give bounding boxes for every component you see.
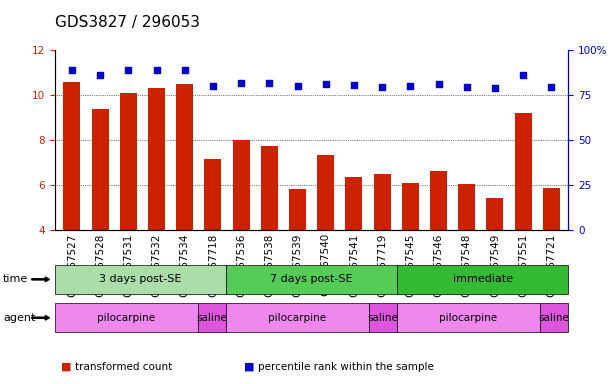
Point — [490, 85, 500, 91]
Text: ■: ■ — [61, 362, 71, 372]
Text: agent: agent — [3, 313, 35, 323]
Text: pilocarpine: pilocarpine — [439, 313, 497, 323]
Text: immediate: immediate — [453, 274, 513, 285]
Text: 3 days post-SE: 3 days post-SE — [100, 274, 181, 285]
Point — [293, 83, 302, 89]
Bar — [430, 170, 447, 230]
Bar — [176, 84, 193, 230]
Bar — [289, 189, 306, 230]
Bar — [233, 140, 249, 230]
Text: GDS3827 / 296053: GDS3827 / 296053 — [55, 15, 200, 30]
Point — [462, 84, 472, 90]
Bar — [205, 159, 221, 230]
Point — [321, 81, 331, 87]
Bar — [317, 155, 334, 230]
Text: ■: ■ — [244, 362, 255, 372]
Bar — [514, 113, 532, 230]
Bar — [345, 177, 362, 230]
Bar — [402, 183, 419, 230]
Text: time: time — [3, 274, 28, 285]
Point — [265, 79, 274, 86]
Bar — [64, 81, 81, 230]
Bar — [148, 88, 165, 230]
Bar — [486, 198, 503, 230]
Text: saline: saline — [538, 313, 569, 323]
Bar — [458, 184, 475, 230]
Bar — [92, 109, 109, 230]
Bar — [543, 187, 560, 230]
Text: 7 days post-SE: 7 days post-SE — [270, 274, 353, 285]
Point — [208, 83, 218, 89]
Text: saline: saline — [367, 313, 398, 323]
Point — [406, 83, 415, 89]
Point — [518, 72, 528, 78]
Text: pilocarpine: pilocarpine — [97, 313, 155, 323]
Bar — [120, 93, 137, 230]
Point — [180, 67, 189, 73]
Point — [123, 67, 133, 73]
Point — [377, 84, 387, 90]
Point — [349, 82, 359, 88]
Point — [434, 81, 444, 87]
Bar — [261, 146, 278, 230]
Point — [236, 79, 246, 86]
Point — [152, 67, 161, 73]
Text: pilocarpine: pilocarpine — [268, 313, 326, 323]
Point — [546, 84, 556, 90]
Text: percentile rank within the sample: percentile rank within the sample — [258, 362, 434, 372]
Bar — [374, 174, 390, 230]
Text: saline: saline — [196, 313, 227, 323]
Point — [67, 67, 77, 73]
Text: transformed count: transformed count — [75, 362, 172, 372]
Point — [95, 72, 105, 78]
